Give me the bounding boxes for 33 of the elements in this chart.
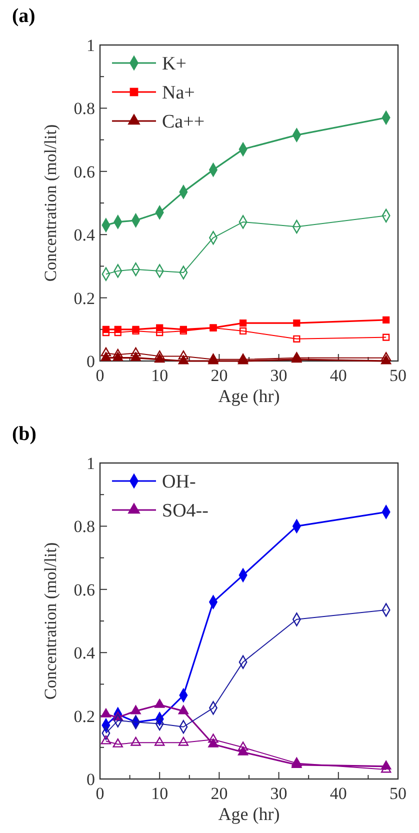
y-tick-label: 0.8: [74, 99, 95, 118]
y-tick-label: 0: [86, 770, 95, 789]
x-tick-label: 50: [390, 366, 406, 385]
legend-label: Na+: [162, 82, 195, 104]
y-tick-label: 0: [86, 352, 95, 371]
x-tick-label: 50: [390, 784, 406, 803]
y-axis-title: Concentration (mol/lit): [41, 542, 60, 700]
x-tick-label: 20: [210, 784, 228, 803]
legend-label: OH-: [162, 472, 196, 493]
y-tick-label: 0.2: [74, 706, 95, 726]
y-tick-label: 1: [86, 36, 95, 55]
chart-title: (a): [12, 5, 36, 27]
x-tick-label: 40: [330, 784, 347, 803]
legend-label: Ca++: [162, 112, 205, 133]
y-tick-label: 0.2: [74, 288, 95, 308]
y-tick-label: 0.6: [74, 162, 95, 182]
legend-label: K+: [162, 54, 186, 75]
x-tick-label: 20: [210, 366, 228, 385]
x-tick-label: 30: [270, 366, 288, 385]
x-axis-title: Age (hr): [218, 804, 280, 824]
chart-title: (b): [12, 423, 36, 445]
y-tick-label: 0.8: [74, 517, 95, 536]
x-tick-label: 40: [330, 366, 347, 385]
y-tick-label: 0.4: [74, 226, 96, 245]
x-tick-label: 30: [270, 784, 288, 803]
y-tick-label: 0.6: [74, 580, 95, 600]
y-tick-label: 1: [86, 454, 95, 473]
legend-label: SO4--: [162, 500, 208, 522]
x-tick-label: 10: [151, 784, 168, 803]
x-axis-title: Age (hr): [218, 386, 280, 406]
x-tick-label: 10: [151, 366, 168, 385]
y-tick-label: 0.4: [74, 644, 96, 663]
y-axis-title: Concentration (mol/lit): [41, 124, 60, 282]
